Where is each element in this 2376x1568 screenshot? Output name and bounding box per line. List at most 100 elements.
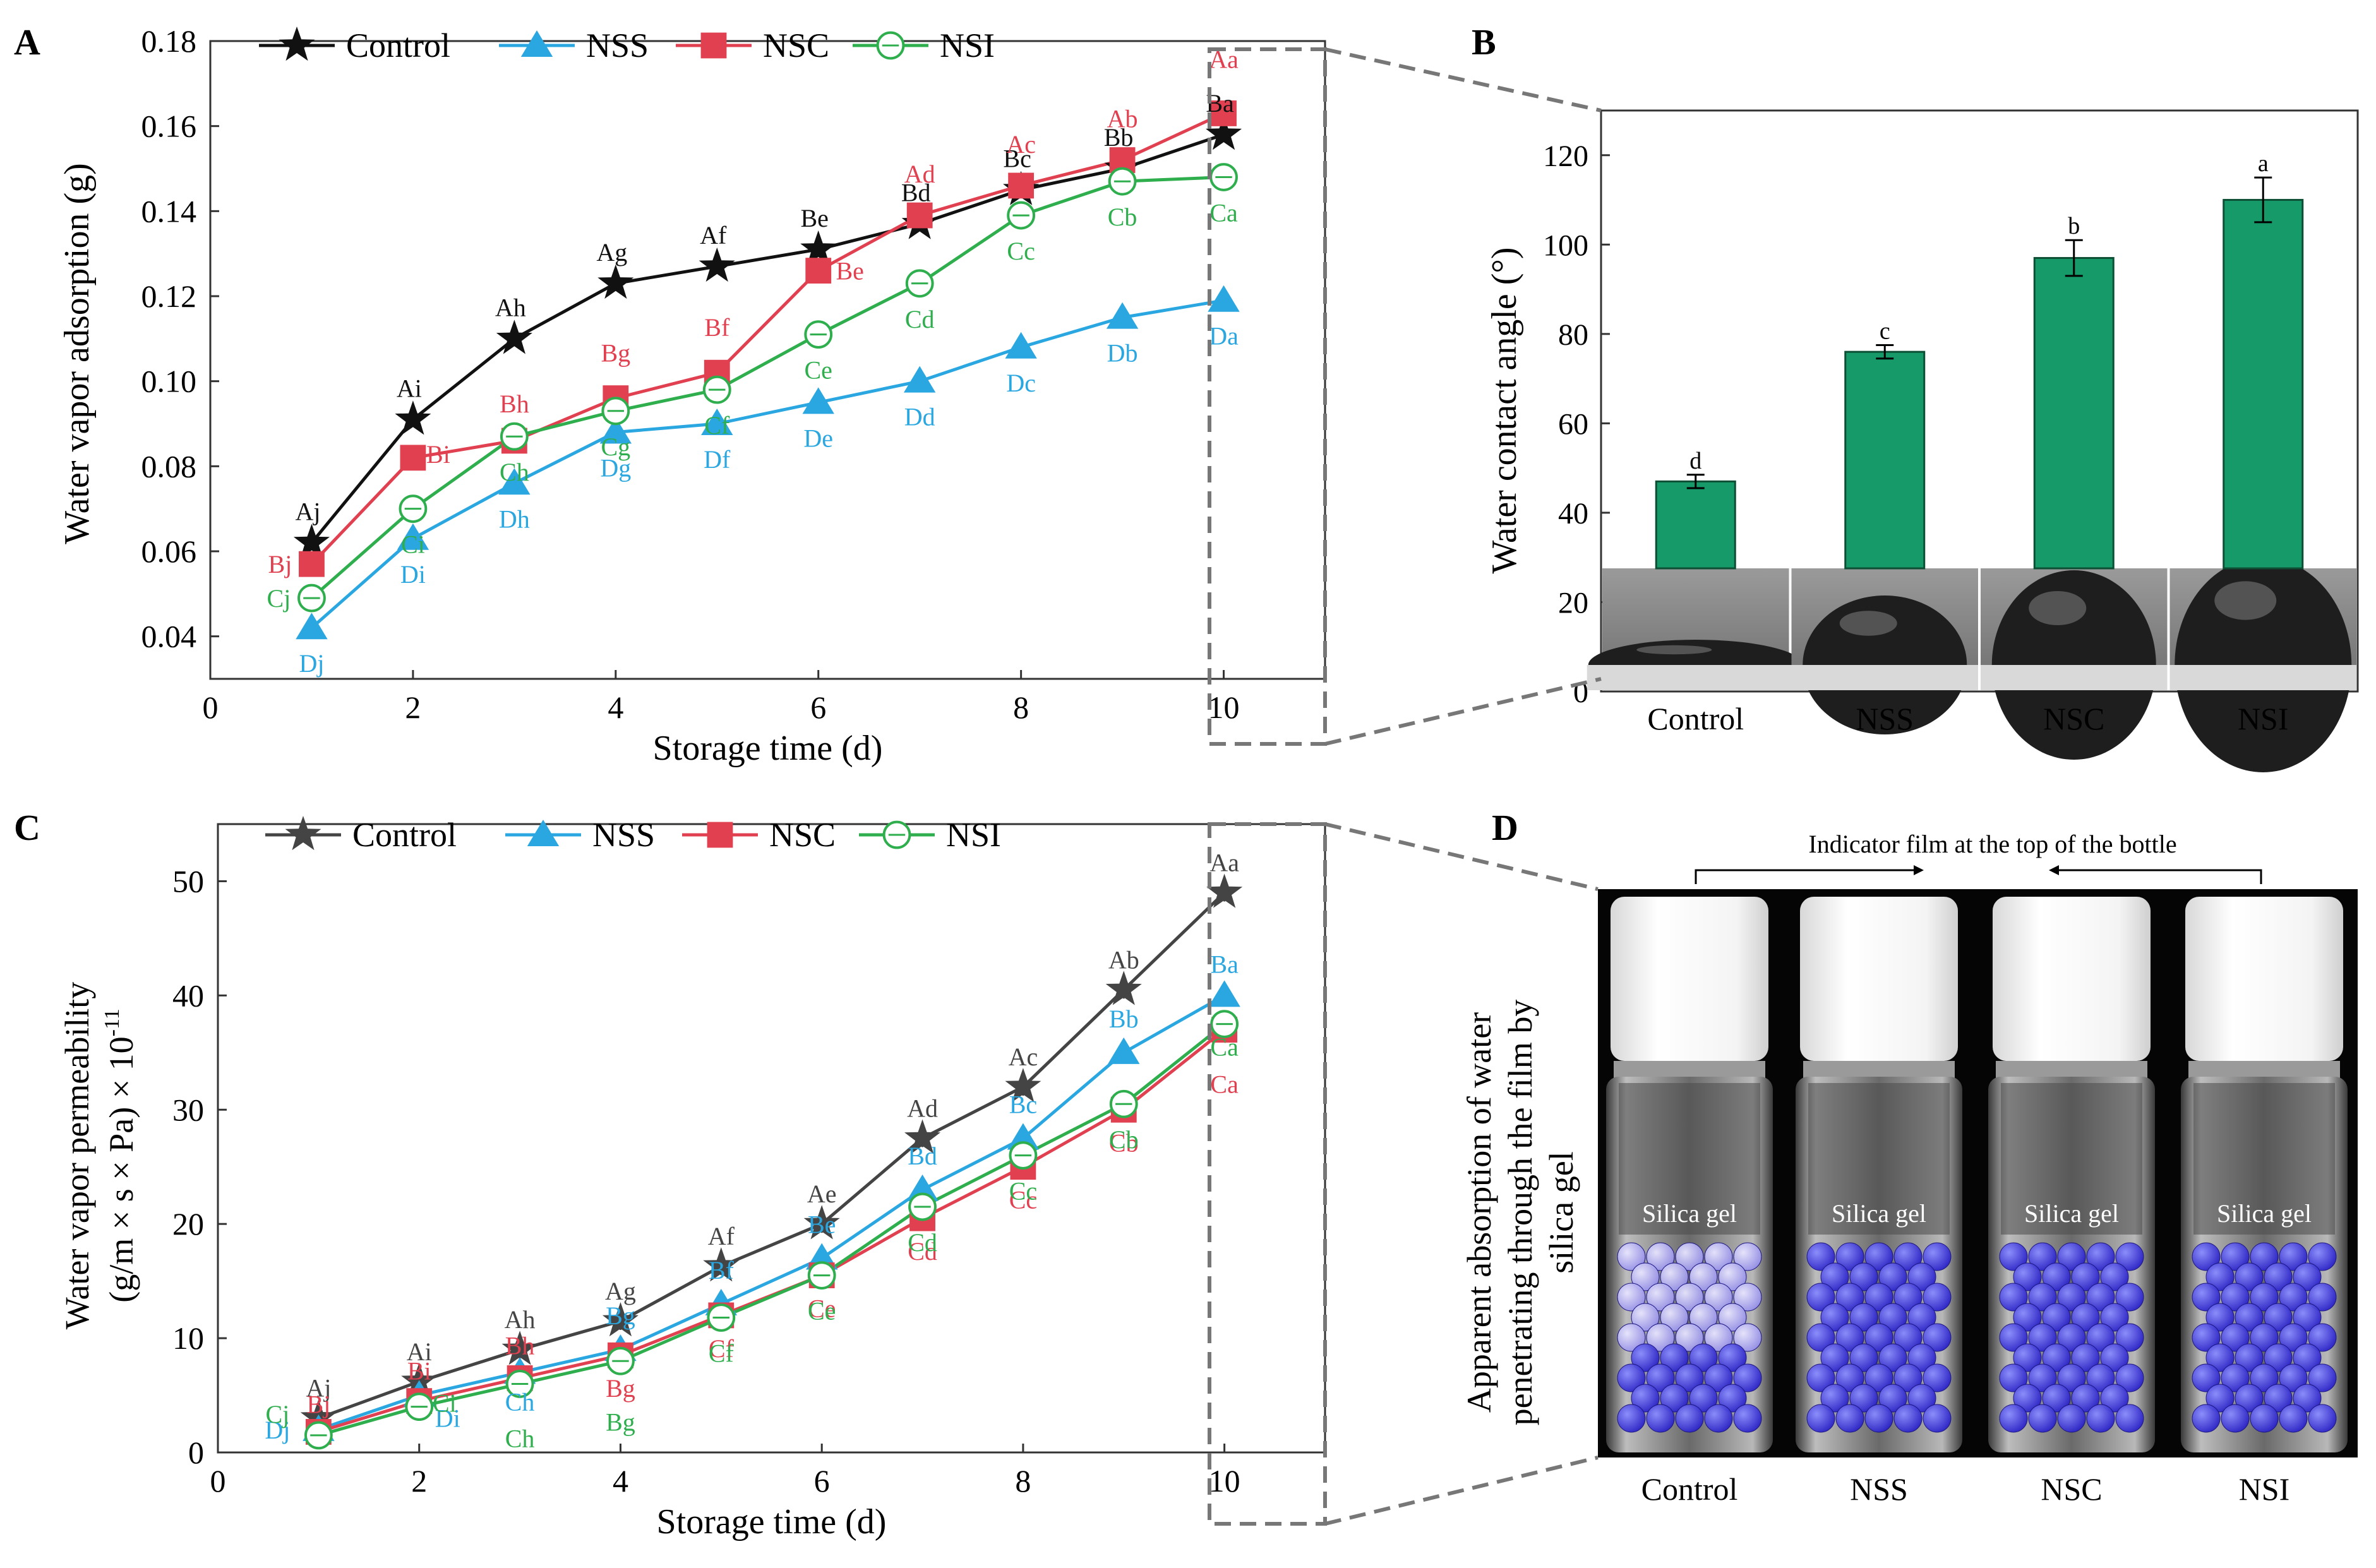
point-nsi	[807, 1261, 836, 1290]
point-nss	[296, 613, 328, 640]
y-tick-label: 40	[172, 978, 204, 1013]
sig-label-nss: Bc	[1009, 1091, 1037, 1119]
sig-label-nsc: Be	[836, 257, 864, 285]
bar-control	[1656, 481, 1736, 568]
sig-label-nss: Di	[400, 560, 426, 589]
sig-label-nsi: Ci	[433, 1389, 457, 1418]
sig-label: a	[2258, 150, 2269, 177]
point-nsi	[405, 1392, 434, 1421]
sig-label-nsi: Ca	[1209, 198, 1238, 227]
y-axis-title: Water vapor adsorption (g)	[57, 163, 97, 544]
silica-gel-label: Silica gel	[1832, 1199, 1926, 1228]
sig-label-control: Aj	[306, 1374, 331, 1403]
sig-label-nsi: Ci	[401, 530, 425, 559]
legend-entry-nsi: NSI	[859, 816, 1001, 854]
point-nss	[701, 409, 733, 435]
bottle-nss: Silica gel	[1796, 897, 1962, 1452]
zoom-line-a-bottom	[1324, 677, 1602, 746]
point-control	[401, 1362, 438, 1397]
y-tick-label: 60	[1558, 407, 1588, 441]
point-nss	[599, 417, 632, 444]
sig-label-nsi: Cg	[601, 433, 630, 461]
series-line-control	[318, 891, 1226, 1420]
point-nss	[802, 387, 834, 414]
plot-frame	[209, 40, 1326, 680]
sig-label-nss: Dh	[499, 505, 530, 533]
x-tick-label: 4	[608, 690, 623, 725]
legend-entry-nsc: NSC	[682, 816, 836, 854]
point-control	[293, 524, 330, 558]
silica-gel-label: Silica gel	[2217, 1199, 2312, 1228]
point-nss	[1005, 332, 1037, 359]
y-tick-label: 100	[1543, 229, 1588, 262]
point-nsi	[304, 1421, 333, 1450]
sig-label-nsi: Cd	[905, 305, 935, 333]
point-control	[1005, 1068, 1041, 1103]
sig-label-nsc: Cd	[908, 1237, 937, 1266]
sig-label-control: Bb	[1104, 123, 1134, 152]
sig-label-control: Aj	[295, 498, 320, 526]
sig-label-nss: Bf	[709, 1256, 735, 1284]
sig-label-nsi: Ch	[505, 1424, 535, 1452]
legend-label: NSC	[769, 816, 836, 854]
x-tick-label: NSI	[2238, 701, 2289, 736]
point-nsi	[601, 397, 630, 426]
sig-label-nsc: Bj	[268, 550, 292, 578]
panel-d-ylabel-2: penetrating through the film by	[1501, 1000, 1539, 1426]
point-control	[597, 264, 634, 299]
point-nss	[397, 523, 429, 550]
series-line-nsi	[318, 1022, 1226, 1437]
sig-label-nsc: Bg	[606, 1374, 635, 1403]
point-nsc	[1008, 172, 1035, 199]
sig-label-nsc: Bi	[426, 440, 450, 469]
point-control	[496, 320, 532, 354]
legend-marker-control	[285, 816, 321, 851]
x-tick-label: 2	[411, 1463, 427, 1499]
y-tick-label: 0.16	[141, 109, 197, 144]
panel-a-letter: A	[14, 21, 40, 63]
y-tick-label: 0	[188, 1435, 204, 1470]
sig-label-nsc: Cf	[709, 1334, 735, 1363]
point-control	[395, 400, 431, 435]
legend-label: Control	[346, 27, 450, 64]
point-nsc	[805, 258, 832, 284]
sig-label-control: Aa	[1209, 849, 1239, 877]
sig-label-nss: Bb	[1109, 1005, 1139, 1033]
sig-label-nsc: Bh	[500, 390, 529, 418]
y-tick-label: 0.18	[141, 23, 197, 59]
silica-gel-label: Silica gel	[2024, 1199, 2119, 1228]
point-nss	[1108, 1037, 1140, 1064]
bottle-cap	[1800, 897, 1958, 1061]
y-tick-label: 0.04	[141, 619, 197, 654]
sig-label-control: Ai	[407, 1338, 432, 1366]
point-nss	[1208, 285, 1240, 312]
sig-label-nss: Dj	[265, 1416, 290, 1444]
indicator-bracket-right	[2059, 869, 2262, 884]
sig-label-nss: Ba	[1210, 950, 1239, 978]
x-tick-label: 6	[810, 690, 826, 725]
plot-frame	[217, 823, 1326, 1454]
legend-label: NSC	[763, 27, 829, 64]
x-tick-label: 10	[1209, 1463, 1240, 1499]
sig-label-nsc: Bh	[505, 1331, 535, 1360]
point-control	[904, 1119, 941, 1154]
bar-nss	[1845, 352, 1924, 568]
point-nsi	[905, 269, 934, 298]
legend-label: NSS	[586, 27, 649, 64]
y-tick-label: 0.14	[141, 193, 197, 229]
bottle-control: Silica gel	[1606, 897, 1773, 1452]
sig-label-nss: Dd	[904, 403, 935, 431]
sig-label-nsi: Cd	[908, 1228, 937, 1257]
x-tick-label: 2	[405, 690, 421, 725]
sig-label: b	[2068, 213, 2080, 239]
y-tick-label: 0.10	[141, 364, 197, 399]
point-control	[501, 1331, 538, 1365]
panel-d-photo: Apparent absorption of water penetrating…	[1460, 830, 2358, 1507]
legend-label: Control	[352, 816, 457, 854]
point-control	[602, 1302, 639, 1337]
sig-label-nss: Dg	[600, 453, 631, 482]
plot-frame	[1600, 109, 2359, 693]
sig-label-nsc: Bj	[306, 1390, 330, 1418]
sig-label-control: Ad	[907, 1094, 938, 1123]
point-nss	[903, 366, 936, 393]
